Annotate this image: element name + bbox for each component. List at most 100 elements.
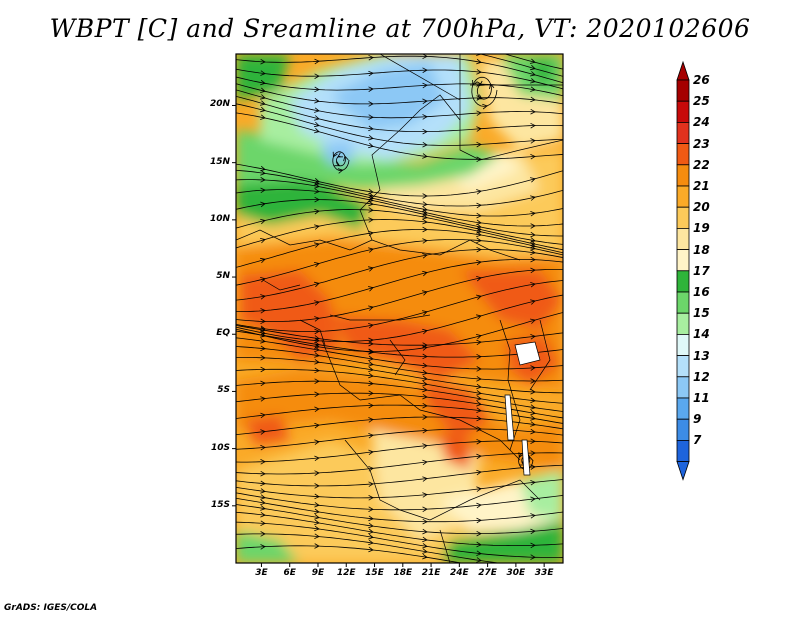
streamline-arrow — [314, 422, 320, 429]
streamline-arrow — [368, 533, 374, 540]
streamline-arrow — [422, 253, 428, 259]
streamline-arrow — [518, 452, 524, 458]
streamline-arrow — [260, 277, 266, 283]
lat-label: EQ — [216, 328, 230, 339]
streamline-arrow — [476, 530, 482, 537]
streamline-arrow — [530, 542, 536, 549]
streamline-arrow — [422, 153, 428, 159]
streamline-arrow — [530, 195, 536, 201]
streamline-arrow — [368, 114, 374, 120]
border-line — [389, 339, 406, 376]
streamline-arrow — [260, 114, 266, 120]
streamline-arrow — [260, 201, 266, 208]
streamline-arrow — [260, 94, 266, 100]
lat-label: 10N — [209, 213, 230, 224]
streamline-arrow — [530, 464, 536, 470]
streamline — [503, 54, 563, 70]
streamline-arrow — [314, 196, 320, 203]
streamline — [236, 346, 563, 382]
lon-label: 27E — [478, 568, 497, 578]
streamline-arrow — [261, 31, 266, 36]
streamline-arrow — [476, 376, 482, 382]
streamline-arrow — [530, 409, 536, 416]
streamline-arrow — [314, 533, 320, 539]
streamline-arrow — [260, 79, 266, 86]
streamline-arrow — [314, 73, 320, 79]
colorbar-swatch — [676, 164, 690, 187]
streamline-arrow — [476, 438, 482, 445]
streamline-arrow — [422, 218, 428, 225]
streamline-arrow — [530, 267, 536, 274]
lon-label: 9E — [311, 568, 325, 578]
border-line — [329, 314, 431, 321]
streamline — [236, 229, 563, 268]
streamline-arrow — [422, 380, 428, 387]
streamline-arrow — [369, 26, 374, 31]
streamline-arrow — [422, 226, 428, 233]
streamline-arrow — [422, 369, 428, 376]
streamline — [236, 312, 563, 352]
streamline — [236, 464, 563, 487]
colorbar-label: 24 — [693, 115, 710, 130]
colorbar-swatch — [676, 227, 690, 250]
streamline — [478, 54, 563, 77]
streamline-arrow — [530, 299, 536, 305]
streamline-arrow — [314, 519, 320, 526]
streamline-arrow — [476, 231, 482, 238]
streamline-arrow — [260, 355, 266, 361]
lon-label: 12E — [336, 568, 356, 578]
streamline-arrow — [368, 125, 374, 132]
streamline-arrow — [314, 115, 320, 121]
border-line — [371, 239, 521, 261]
streamline-arrow — [368, 340, 374, 347]
streamline-arrow — [422, 553, 428, 560]
streamline-arrow — [530, 240, 536, 246]
field-patch — [330, 315, 480, 380]
streamline-arrow — [422, 506, 428, 513]
streamline — [236, 452, 563, 475]
streamline-arrow — [476, 314, 482, 320]
streamline — [236, 511, 563, 546]
streamline-arrow — [368, 286, 374, 292]
streamline — [518, 452, 534, 470]
streamline-arrow — [422, 543, 428, 549]
streamline-arrow — [530, 480, 536, 486]
border-line — [439, 529, 451, 563]
streamline-arrow — [476, 334, 482, 340]
streamline-arrow — [314, 470, 320, 476]
streamline — [236, 324, 563, 346]
streamline-arrow — [314, 502, 320, 508]
streamline-arrow — [368, 192, 374, 198]
streamline-arrow — [260, 308, 266, 314]
streamline-arrow — [368, 207, 374, 213]
streamline-arrow — [368, 86, 374, 92]
streamline-arrow — [368, 70, 374, 77]
streamline-arrow — [476, 541, 482, 548]
streamline-arrow — [530, 397, 536, 404]
streamline — [236, 189, 563, 227]
streamline-arrow — [368, 361, 374, 367]
streamline-arrow — [368, 230, 374, 237]
streamline — [471, 76, 498, 107]
streamline-arrow — [260, 257, 266, 264]
lon-label: 18E — [393, 568, 413, 578]
streamline-arrow — [422, 193, 428, 199]
streamline-arrow — [368, 495, 374, 501]
streamline — [332, 151, 350, 172]
streamline-arrow — [476, 353, 482, 360]
lat-label: 15S — [210, 499, 230, 510]
colorbar-label: 15 — [693, 306, 710, 321]
streamline-arrow — [314, 121, 320, 128]
colorbar-label: 22 — [693, 157, 710, 172]
streamline-arrow — [260, 177, 266, 183]
streamline-arrow — [476, 383, 482, 390]
lat-label: 5S — [217, 385, 230, 396]
colorbar-bottom-triangle — [676, 461, 690, 481]
colorbar-label: 14 — [693, 327, 710, 342]
lat-label: 5N — [216, 271, 230, 282]
streamline-arrow — [476, 223, 482, 229]
streamline-arrow — [476, 141, 482, 148]
plot-title: WBPT [C] and Sreamline at 700hPa, VT: 20… — [49, 14, 751, 43]
streamline-arrow — [476, 502, 482, 509]
streamline-arrow — [314, 328, 320, 335]
